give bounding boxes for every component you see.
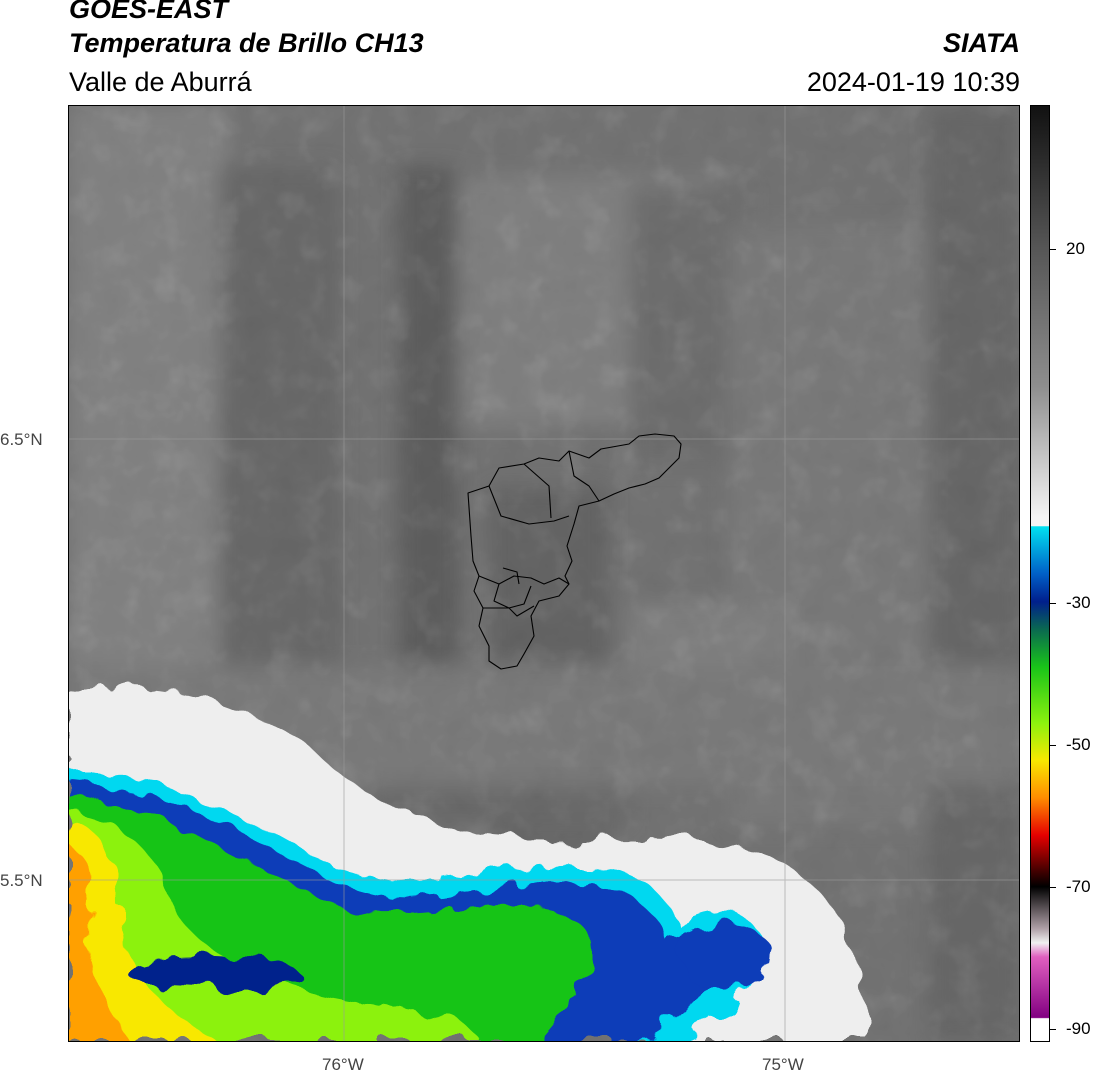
colorbar-tick-mark-minus30 xyxy=(1050,603,1056,604)
colorbar-tick-minus30: -30 xyxy=(1066,593,1091,612)
cloud-east-patch xyxy=(678,923,770,992)
colorbar-tick-minus90: -90 xyxy=(1066,1019,1091,1038)
aburra-boundaries xyxy=(467,433,682,670)
timestamp-label: 2024-01-19 10:39 xyxy=(806,67,1020,97)
colorbar-tick-mark-20 xyxy=(1050,249,1056,250)
colorbar-tick-minus70: -70 xyxy=(1066,877,1091,896)
cloud-yellow xyxy=(69,821,219,1041)
colorbar-tick-mark-minus70 xyxy=(1050,887,1056,888)
colorbar-tick-mark-minus90 xyxy=(1050,1029,1056,1030)
cloud-orange-spot xyxy=(69,846,129,1041)
cloud-navy-streak xyxy=(127,956,300,989)
lat-label-6-5: 6.5°N xyxy=(0,430,43,449)
lon-label-76: 76°W xyxy=(322,1055,364,1074)
cloud-band xyxy=(69,685,869,1041)
colorbar xyxy=(1030,105,1050,1042)
product-title: Temperatura de Brillo CH13 xyxy=(69,28,424,58)
lon-label-75: 75°W xyxy=(762,1055,804,1074)
colorbar-tick-mark-minus50 xyxy=(1050,745,1056,746)
satellite-title: GOES-EAST xyxy=(69,0,229,24)
colorbar-tick-20: 20 xyxy=(1066,239,1085,258)
region-subtitle: Valle de Aburrá xyxy=(69,67,252,97)
organization-label: SIATA xyxy=(943,28,1020,58)
satellite-map[interactable] xyxy=(68,105,1020,1042)
colorbar-gradient xyxy=(1031,106,1049,1041)
map-canvas xyxy=(69,106,1019,1041)
lat-label-5-5: 5.5°N xyxy=(0,871,43,890)
colorbar-tick-minus50: -50 xyxy=(1066,735,1091,754)
graticule xyxy=(69,106,1019,1041)
